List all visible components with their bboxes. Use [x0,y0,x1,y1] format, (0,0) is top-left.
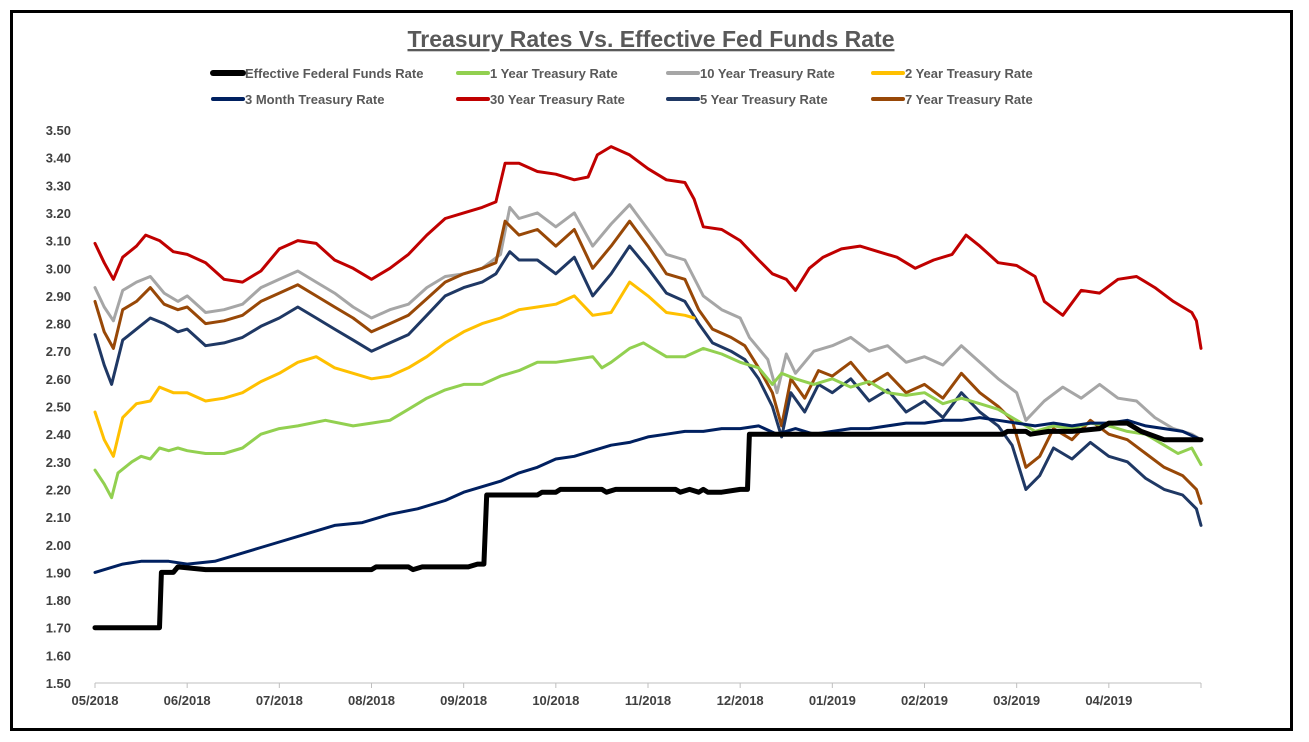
legend-item: 7 Year Treasury Rate [871,92,1033,107]
legend-item: 1 Year Treasury Rate [456,66,618,81]
x-tick-label: 05/2018 [72,693,119,708]
legend-label: 2 Year Treasury Rate [905,66,1033,81]
y-tick-label: 3.30 [46,178,71,193]
x-tick-label: 07/2018 [256,693,303,708]
legend-item: 2 Year Treasury Rate [871,66,1033,81]
series-line-7 [93,219,1203,505]
legend-label: 5 Year Treasury Rate [700,92,828,107]
y-tick-label: 2.00 [46,538,71,553]
x-tick-label: 03/2019 [993,693,1040,708]
y-tick-label: 3.50 [46,123,71,138]
series-line-4 [93,416,1203,574]
chart-frame: Treasury Rates Vs. Effective Fed Funds R… [10,10,1293,731]
y-tick-label: 2.90 [46,289,71,304]
x-tick-label: 09/2018 [440,693,487,708]
y-axis: 3.50 3.40 3.30 3.20 3.10 3.00 2.90 2.80 2.70 2.60… [46,123,71,691]
series-line-6 [93,244,1203,527]
x-tick-label: 02/2019 [901,693,948,708]
y-tick-label: 3.10 [46,234,71,249]
x-tick-label: 01/2019 [809,693,856,708]
y-tick-label: 1.90 [46,565,71,580]
legend-label: 7 Year Treasury Rate [905,92,1033,107]
y-tick-label: 1.80 [46,593,71,608]
series-line-0 [92,420,1204,631]
series-line-3 [93,280,696,458]
legend-label: 3 Month Treasury Rate [245,92,384,107]
legend-label: Effective Federal Funds Rate [245,66,423,81]
legend-label: 30 Year Treasury Rate [490,92,625,107]
y-tick-label: 3.40 [46,151,71,166]
series-line-2 [93,203,1203,442]
x-tick-label: 11/2018 [625,693,671,708]
y-tick-label: 2.80 [46,317,71,332]
y-tick-label: 3.20 [46,206,71,221]
y-tick-label: 1.50 [46,676,71,691]
legend-item: 10 Year Treasury Rate [666,66,835,81]
x-tick-label: 10/2018 [532,693,579,708]
legend-item: 30 Year Treasury Rate [456,92,625,107]
y-tick-label: 1.70 [46,621,71,636]
y-tick-label: 2.70 [46,344,71,359]
chart-svg: Treasury Rates Vs. Effective Fed Funds R… [46,26,1204,708]
x-tick-label: 04/2019 [1085,693,1132,708]
y-tick-label: 2.30 [46,455,71,470]
y-tick-label: 2.60 [46,372,71,387]
series-line-1 [93,341,1203,500]
series-line-5 [93,145,1203,350]
legend-item: Effective Federal Funds Rate [210,66,423,81]
legend-item: 3 Month Treasury Rate [211,92,384,107]
legend-label: 1 Year Treasury Rate [490,66,618,81]
y-tick-label: 3.00 [46,261,71,276]
legend: Effective Federal Funds Rate 1 Year Treas… [210,66,1033,107]
x-tick-label: 12/2018 [717,693,764,708]
legend-item: 5 Year Treasury Rate [666,92,828,107]
series-layer [92,145,1204,631]
x-tick-label: 08/2018 [348,693,395,708]
y-tick-label: 2.20 [46,482,71,497]
legend-label: 10 Year Treasury Rate [700,66,835,81]
x-tick-label: 06/2018 [164,693,211,708]
chart-title: Treasury Rates Vs. Effective Fed Funds R… [407,26,894,52]
y-tick-label: 2.50 [46,400,71,415]
y-tick-label: 2.10 [46,510,71,525]
x-axis: 05/2018 06/2018 07/2018 08/2018 09/2018 10/20… [72,682,1202,708]
y-tick-label: 2.40 [46,427,71,442]
y-tick-label: 1.60 [46,648,71,663]
